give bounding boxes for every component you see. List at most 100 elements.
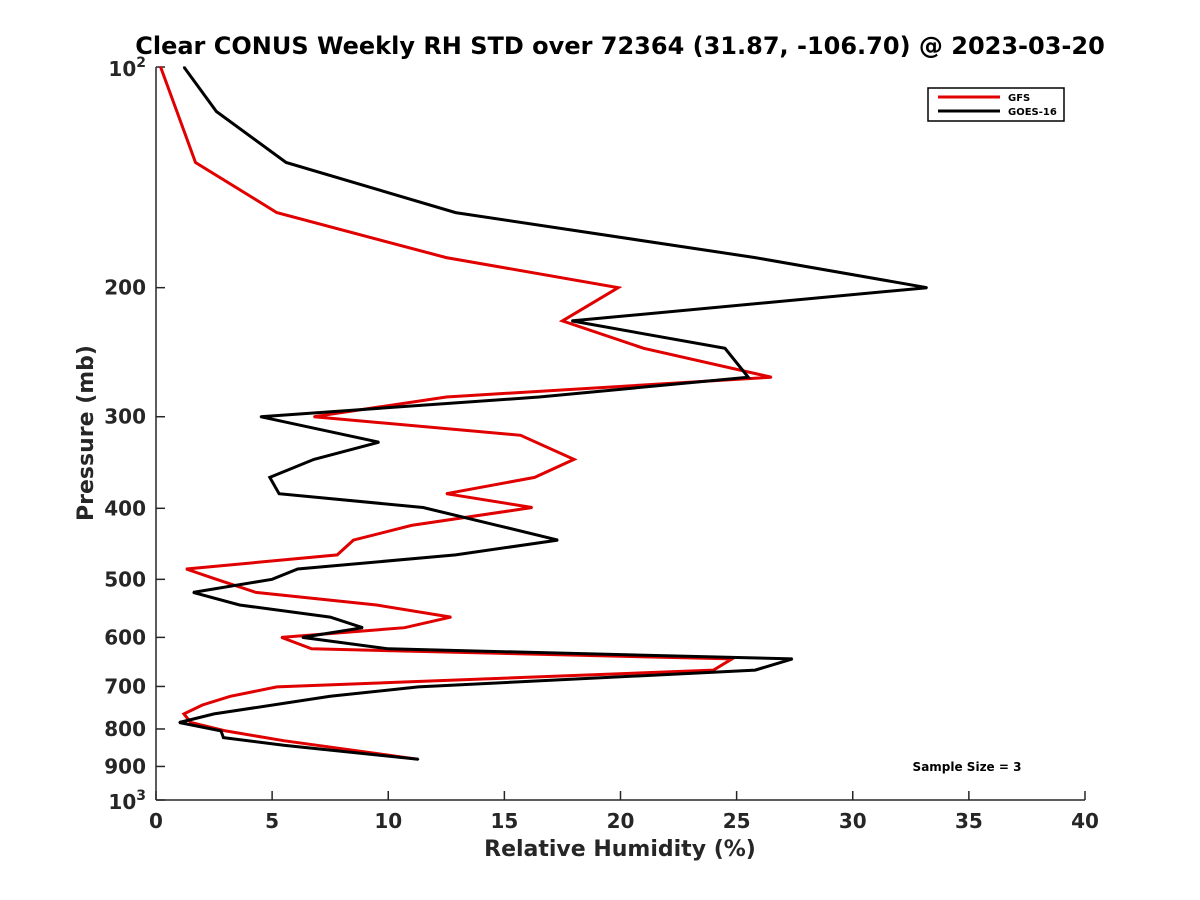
legend-box (927, 87, 1065, 122)
data-point-goes-16 (361, 626, 364, 629)
y-tick-label: 103 (108, 788, 146, 814)
data-point-goes-16 (183, 66, 185, 68)
data-point-gfs (280, 636, 283, 639)
data-point-gfs (642, 347, 645, 350)
data-point-gfs (519, 434, 522, 437)
data-point-gfs (224, 730, 227, 732)
data-point-goes-16 (557, 539, 559, 541)
data-point-gfs (310, 648, 313, 650)
y-tick-label: 600 (104, 625, 146, 649)
data-point-goes-16 (747, 376, 749, 379)
y-tick-label: 300 (104, 405, 146, 429)
data-point-gfs (176, 110, 178, 113)
x-tick-label: 0 (149, 809, 163, 833)
data-point-goes-16 (329, 695, 332, 698)
data-point-gfs (183, 713, 185, 715)
legend: GFS GOES-16 (927, 87, 1065, 122)
data-point-goes-16 (387, 648, 390, 650)
data-point-goes-16 (278, 492, 280, 495)
chart-title: Clear CONUS Weekly RH STD over 72364 (31… (135, 32, 1105, 60)
y-tick-label: 700 (104, 674, 146, 698)
y-tick-label: 102 (108, 55, 146, 81)
data-point-goes-16 (215, 110, 218, 113)
sample-size-annotation: Sample Size = 3 (913, 760, 1022, 774)
data-point-goes-16 (378, 441, 380, 444)
data-point-goes-16 (454, 211, 457, 214)
data-point-goes-16 (222, 736, 225, 739)
data-point-gfs (531, 506, 533, 509)
data-point-goes-16 (329, 616, 332, 618)
data-point-goes-16 (791, 658, 794, 660)
data-point-gfs (276, 686, 278, 688)
data-point-goes-16 (301, 636, 304, 639)
x-tick-label: 20 (607, 809, 635, 833)
data-point-goes-16 (271, 578, 273, 581)
data-point-goes-16 (313, 458, 315, 461)
data-point-gfs (313, 415, 315, 418)
data-point-gfs (215, 578, 218, 581)
x-tick-label: 5 (265, 809, 279, 833)
data-point-gfs (445, 492, 448, 495)
data-point-gfs (617, 286, 619, 289)
data-point-goes-16 (454, 554, 457, 556)
data-point-gfs (194, 161, 197, 164)
data-point-gfs (445, 396, 448, 398)
data-point-goes-16 (417, 758, 420, 761)
data-point-goes-16 (724, 347, 726, 350)
data-point-gfs (450, 616, 452, 618)
data-point-gfs (561, 320, 564, 322)
data-point-gfs (185, 568, 187, 570)
data-point-gfs (201, 704, 204, 706)
data-point-gfs (375, 604, 378, 606)
data-point-goes-16 (259, 415, 262, 418)
data-point-goes-16 (570, 320, 573, 322)
y-axis-label: Pressure (mb) (74, 345, 99, 521)
data-point-goes-16 (417, 686, 420, 688)
data-point-goes-16 (192, 591, 194, 594)
y-tick-label: 400 (104, 496, 146, 520)
data-point-gfs (410, 524, 413, 527)
data-point-goes-16 (754, 256, 756, 259)
data-point-gfs (229, 695, 232, 698)
y-tick-label: 900 (104, 754, 146, 778)
data-point-goes-16 (238, 604, 241, 606)
x-tick-label: 15 (490, 809, 518, 833)
data-point-goes-16 (538, 396, 540, 398)
data-point-gfs (352, 539, 355, 541)
data-point-gfs (445, 256, 448, 259)
y-tick-base: 10 (108, 790, 136, 814)
data-point-gfs (533, 476, 536, 479)
y-tick-exponent: 3 (136, 788, 146, 804)
data-point-gfs (159, 66, 162, 68)
x-tick-label: 35 (955, 809, 983, 833)
data-point-goes-16 (178, 721, 180, 724)
data-point-gfs (276, 211, 278, 214)
data-point-gfs (255, 591, 257, 594)
data-point-goes-16 (282, 744, 285, 747)
x-axis-label: Relative Humidity (%) (484, 837, 756, 862)
x-tick-label: 40 (1071, 809, 1099, 833)
data-point-gfs (770, 376, 773, 379)
legend-label-gfs: GFS (1008, 93, 1030, 104)
data-point-goes-16 (220, 730, 222, 732)
data-point-goes-16 (296, 568, 299, 570)
data-point-goes-16 (285, 161, 287, 164)
data-point-gfs (190, 721, 192, 724)
data-point-gfs (403, 626, 406, 629)
y-tick-label: 500 (104, 567, 146, 591)
data-point-goes-16 (269, 476, 271, 479)
data-point-goes-16 (496, 524, 499, 527)
x-tick-label: 30 (839, 809, 867, 833)
data-point-goes-16 (213, 713, 215, 715)
y-tick-base: 10 (108, 57, 136, 81)
data-point-gfs (282, 739, 285, 742)
data-point-goes-16 (926, 286, 928, 289)
data-point-goes-16 (754, 669, 756, 671)
legend-label-goes-16: GOES-16 (1008, 107, 1057, 118)
data-point-gfs (573, 458, 575, 461)
x-tick-label: 25 (723, 809, 751, 833)
y-tick-label: 200 (104, 276, 146, 300)
plot-area: 0 5 10 15 20 25 30 35 40102200300400500600700800… (104, 55, 1099, 833)
data-point-gfs (712, 669, 715, 671)
